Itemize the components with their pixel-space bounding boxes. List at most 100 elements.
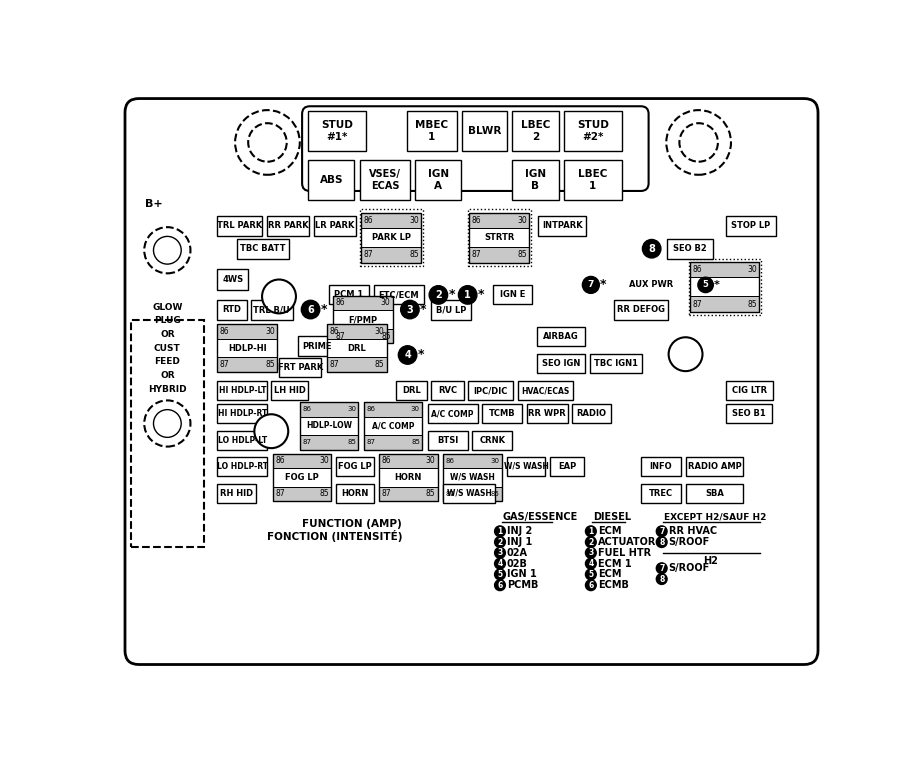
Text: STOP LP: STOP LP [731, 221, 769, 230]
Circle shape [641, 239, 660, 258]
Text: 5: 5 [497, 570, 502, 579]
Text: FEED: FEED [154, 357, 180, 366]
Bar [506, 457, 545, 476]
Bar [406, 111, 457, 151]
Bar [537, 354, 584, 373]
Text: 85: 85 [380, 332, 391, 340]
Circle shape [655, 574, 666, 584]
Text: 8: 8 [648, 244, 654, 253]
Bar [689, 262, 759, 312]
Text: 87: 87 [329, 360, 338, 369]
Circle shape [153, 410, 181, 437]
Text: TREC: TREC [648, 489, 673, 497]
Text: PCMB: PCMB [506, 581, 538, 590]
Bar [273, 454, 331, 501]
Text: 6: 6 [307, 305, 313, 314]
Text: RTD: RTD [222, 306, 242, 314]
Text: HI HDLP-RT: HI HDLP-RT [218, 410, 267, 418]
Text: FONCTION (INTENSITÉ): FONCTION (INTENSITÉ) [267, 530, 402, 542]
Text: RVC: RVC [437, 387, 457, 395]
Text: 87: 87 [220, 360, 229, 369]
Text: HDLP-LOW: HDLP-LOW [306, 421, 352, 430]
FancyBboxPatch shape [125, 99, 817, 665]
Bar [300, 417, 357, 435]
Text: HVAC/ECAS: HVAC/ECAS [521, 387, 569, 395]
Bar [467, 209, 530, 266]
Bar [217, 216, 262, 236]
Text: LO HDLP-RT: LO HDLP-RT [217, 462, 267, 470]
Bar [333, 296, 392, 343]
Text: RADIO AMP: RADIO AMP [686, 462, 741, 470]
Bar [469, 213, 528, 228]
Text: EXCEPT H2/SAUF H2: EXCEPT H2/SAUF H2 [664, 513, 766, 522]
Bar [363, 402, 422, 417]
Bar [298, 336, 335, 356]
Text: *: * [713, 280, 720, 290]
Bar [512, 160, 558, 200]
Text: 7: 7 [658, 564, 664, 573]
Text: 87: 87 [381, 490, 391, 498]
Bar [469, 247, 528, 263]
Text: OR: OR [160, 371, 175, 380]
Text: 02B: 02B [506, 559, 528, 568]
Text: DRL: DRL [402, 387, 420, 395]
Bar [335, 484, 374, 503]
Text: 02A: 02A [506, 548, 528, 557]
Bar [300, 402, 357, 450]
Text: FOG LP: FOG LP [338, 462, 371, 470]
Text: 85: 85 [319, 490, 329, 498]
Bar [217, 300, 246, 320]
Bar [217, 339, 278, 357]
Bar [469, 213, 528, 263]
Text: F/PMP: F/PMP [348, 315, 377, 324]
Text: FOG LP: FOG LP [285, 473, 319, 482]
Bar [308, 111, 366, 151]
Text: 85: 85 [374, 360, 384, 369]
Bar [641, 457, 680, 476]
Text: B/U LP: B/U LP [436, 306, 466, 314]
Bar [300, 402, 357, 417]
Bar [217, 324, 278, 372]
Text: RR WPR: RR WPR [528, 410, 565, 418]
Circle shape [655, 526, 666, 537]
Text: 2: 2 [435, 290, 441, 300]
Circle shape [494, 569, 505, 580]
Circle shape [655, 563, 666, 574]
Text: IGN 1: IGN 1 [506, 570, 536, 579]
Text: HORN: HORN [394, 473, 422, 482]
Text: 1: 1 [497, 527, 502, 536]
Text: TBC BATT: TBC BATT [240, 244, 285, 253]
Text: 4: 4 [497, 559, 502, 568]
Text: IGN
B: IGN B [524, 169, 545, 191]
Circle shape [494, 526, 505, 537]
Bar [271, 381, 308, 400]
Text: 4: 4 [403, 350, 411, 360]
Bar [250, 300, 292, 320]
Text: ABS: ABS [319, 176, 343, 185]
Bar [363, 435, 422, 450]
Circle shape [494, 558, 505, 569]
Bar [217, 357, 278, 372]
Text: 86: 86 [381, 457, 391, 465]
Text: SEO B1: SEO B1 [731, 410, 765, 418]
Text: 30: 30 [409, 216, 419, 225]
Text: STUD
#2*: STUD #2* [576, 120, 608, 142]
Text: RR HVAC: RR HVAC [668, 527, 716, 536]
Text: 30: 30 [374, 327, 384, 336]
Text: LR PARK: LR PARK [315, 221, 354, 230]
Text: INFO: INFO [649, 462, 672, 470]
Text: 30: 30 [411, 407, 419, 412]
Bar [326, 324, 386, 339]
Circle shape [582, 276, 598, 293]
Bar [236, 239, 289, 259]
Circle shape [458, 286, 476, 304]
Text: INJ 2: INJ 2 [506, 527, 531, 536]
Bar [361, 247, 421, 263]
Text: 6: 6 [587, 581, 593, 590]
Circle shape [254, 414, 288, 448]
Bar [725, 381, 773, 400]
Bar [217, 404, 267, 424]
Text: 1: 1 [587, 527, 593, 536]
Text: PCM 1: PCM 1 [335, 290, 363, 299]
Text: 4: 4 [587, 559, 593, 568]
